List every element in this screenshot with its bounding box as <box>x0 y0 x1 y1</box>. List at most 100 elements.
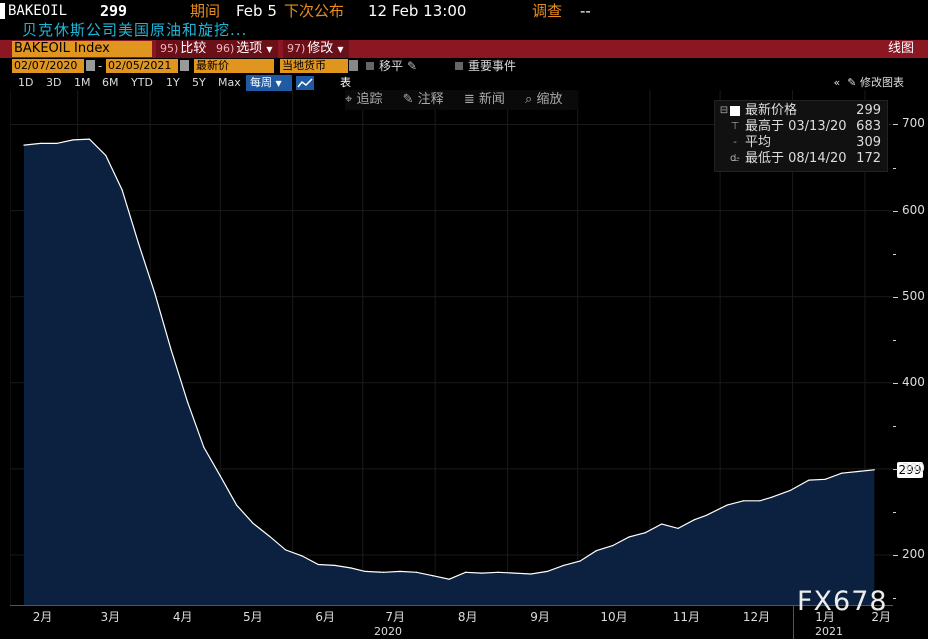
options-num: 96) <box>216 42 235 55</box>
data-point <box>137 242 140 244</box>
legend-last-value: 299 <box>856 103 881 118</box>
currency-select[interactable]: 当地货币 <box>280 59 348 73</box>
data-point <box>105 154 107 157</box>
data-point <box>121 189 123 191</box>
data-point <box>530 573 532 575</box>
options-button[interactable]: 96) 选项 ▼ <box>212 40 279 58</box>
zoom-tool[interactable]: ⌕ 缩放 <box>525 90 562 110</box>
x-axis: 2月 3月 4月 5月 6月 7月 8月 9月 10月 11月 12月 1月 2月 2020 2021 <box>10 605 893 639</box>
index-name-field[interactable]: BAKEOIL Index <box>12 41 152 57</box>
x-tick-label: 10月 <box>600 610 628 624</box>
calendar-icon[interactable] <box>86 60 95 71</box>
data-point <box>252 522 254 524</box>
legend-expand-icon[interactable]: ⊟ <box>719 105 729 116</box>
legend-avg-label: 平均 <box>745 135 772 150</box>
data-point <box>72 139 74 141</box>
currency-dropdown-icon[interactable] <box>349 60 358 71</box>
annotate-tool[interactable]: ✎ 注释 <box>403 90 444 110</box>
table-button[interactable]: 表 <box>340 76 351 89</box>
legend-low-label: 最低于 08/14/20 <box>745 151 847 166</box>
range-ytd[interactable]: YTD <box>131 76 153 89</box>
ticker[interactable]: BAKEOIL <box>8 3 68 19</box>
compare-button[interactable]: 95) 比较 <box>156 40 213 58</box>
data-point <box>317 563 319 566</box>
events-checkbox[interactable] <box>455 62 463 70</box>
track-label: 追踪 <box>356 92 383 107</box>
date-separator: - <box>98 59 103 73</box>
range-6m[interactable]: 6M <box>102 76 119 89</box>
start-date-field[interactable]: 02/07/2020 <box>12 59 84 73</box>
line-chart-glyph <box>297 78 313 88</box>
x-tick-label: 2月 <box>871 610 891 624</box>
chart-type-label[interactable]: 线图 <box>887 41 914 56</box>
range-1m[interactable]: 1M <box>74 76 91 89</box>
last-value: 299 <box>100 2 128 20</box>
period-value: Feb 5 <box>236 2 277 20</box>
chart-plot-area[interactable] <box>10 90 893 605</box>
legend-avg: -o- 平均 309 <box>715 135 887 164</box>
data-point <box>364 570 366 573</box>
events-label: 重要事件 <box>468 59 517 73</box>
pen-icon: ✎ <box>407 59 418 73</box>
shift-label: 移平 <box>379 59 404 73</box>
data-point <box>39 142 41 144</box>
range-1d[interactable]: 1D <box>18 76 34 89</box>
modify-button[interactable]: 97) 修改 ▼ <box>283 40 350 58</box>
data-point <box>546 570 548 573</box>
chart-legend[interactable]: ⊟ 最新价格 299 ⊤ 最高于 03/13/20 683 -o- 平均 309… <box>714 100 888 172</box>
y-tick-label: 200 <box>902 547 925 562</box>
y-tick-label: 400 <box>902 374 925 389</box>
track-tool[interactable]: ⌖ 追踪 <box>345 90 382 110</box>
data-point <box>770 496 773 498</box>
chevron-down-icon: ▼ <box>266 45 273 54</box>
range-5y[interactable]: 5Y <box>192 76 206 89</box>
settings-bar: 02/07/2020 - 02/05/2021 最新价 当地货币 移平 ✎ 重要… <box>0 58 928 74</box>
data-point <box>186 401 189 403</box>
watermark-logo: FX678 <box>797 586 888 617</box>
edit-chart-button[interactable]: « ✎ 修改图表 <box>834 75 904 91</box>
data-point <box>612 544 614 547</box>
data-point <box>595 550 597 552</box>
range-1y[interactable]: 1Y <box>166 76 180 89</box>
y-minor-tick <box>893 339 896 341</box>
x-tick-label: 8月 <box>457 610 478 624</box>
collapse-icon: « <box>833 76 841 89</box>
line-chart-icon[interactable] <box>296 76 314 90</box>
data-point <box>88 138 91 140</box>
pen-icon: ✎ <box>402 92 414 107</box>
legend-high: ⊤ 最高于 03/13/20 683 <box>715 119 887 135</box>
calendar-icon[interactable] <box>180 60 189 71</box>
data-point <box>219 475 221 477</box>
data-point <box>857 470 859 473</box>
data-point <box>644 532 646 534</box>
shift-checkbox[interactable] <box>366 62 374 70</box>
y-tick-label: 500 <box>902 288 925 303</box>
y-minor-tick <box>893 425 896 427</box>
zoom-icon: ⌕ <box>525 92 533 107</box>
data-point <box>808 479 810 481</box>
news-label: 新闻 <box>478 92 505 107</box>
average-marker-icon: -o- <box>730 137 740 164</box>
x-tick-label: 12月 <box>742 610 771 624</box>
legend-last: ⊟ 最新价格 299 <box>715 103 887 119</box>
news-tool[interactable]: ≣ 新闻 <box>464 90 505 110</box>
data-point <box>513 572 516 574</box>
data-point <box>661 523 663 525</box>
y-tick <box>893 124 898 126</box>
frequency-select[interactable]: 每周 ▼ <box>246 75 292 91</box>
end-date-field[interactable]: 02/05/2021 <box>106 59 178 73</box>
data-point <box>203 446 205 448</box>
year-label: 2021 <box>815 625 843 638</box>
x-tick-label: 3月 <box>100 610 121 624</box>
data-point <box>824 478 826 480</box>
data-point <box>497 571 499 573</box>
range-max[interactable]: Max <box>218 76 241 89</box>
news-icon: ≣ <box>463 92 475 107</box>
x-tick-label: 1月 <box>815 610 835 624</box>
y-tick <box>893 296 898 298</box>
field-select[interactable]: 最新价 <box>194 59 274 73</box>
range-3d[interactable]: 3D <box>46 76 62 89</box>
next-release-label: 下次公布 <box>284 2 345 20</box>
period-label: 期间 <box>190 2 221 20</box>
data-point <box>693 519 696 521</box>
